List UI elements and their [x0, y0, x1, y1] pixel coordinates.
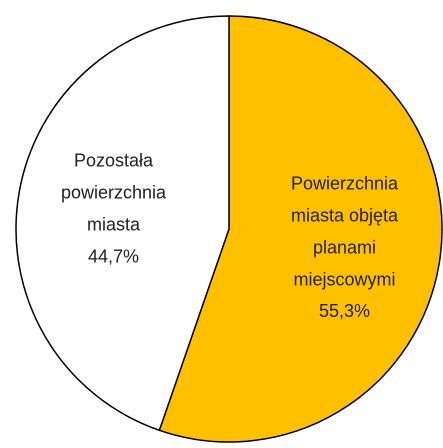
label-line: miejscowymi [294, 269, 396, 289]
label-line: miasta [87, 214, 141, 234]
value-label: 44,7% [88, 246, 139, 266]
value-label: 55,3% [319, 301, 370, 321]
label-line: Pozostała [74, 150, 154, 170]
label-line: powierzchnia [61, 182, 167, 202]
slice-label: Powierzchnia miasta objęta planami miejscow… [291, 173, 399, 289]
label-line: planami [313, 237, 376, 257]
slice-label: Pozostała powierzchnia miasta [61, 150, 167, 234]
label-line: Powierzchnia [291, 173, 399, 193]
label-line: miasta objęta [291, 205, 399, 225]
pie-slice [158, 15, 443, 443]
pie-slice [15, 15, 230, 432]
